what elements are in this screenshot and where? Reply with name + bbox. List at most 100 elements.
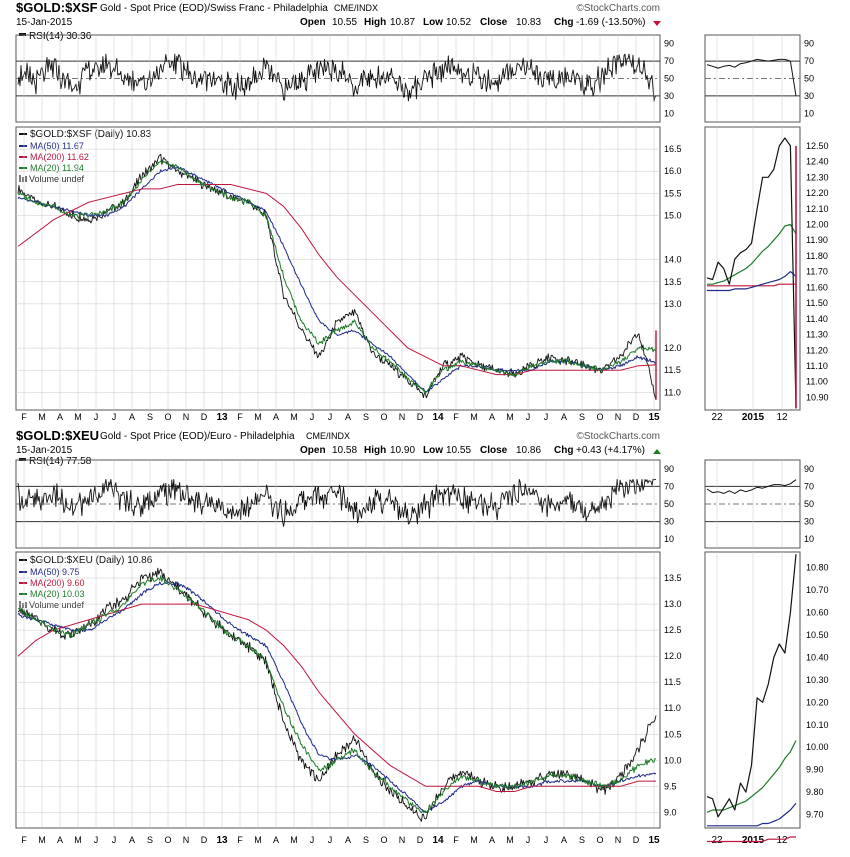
x-tick-label: F	[21, 412, 27, 422]
legend-ma200: MA(200) 9.60	[30, 578, 85, 588]
x-tick-label: M	[38, 412, 46, 422]
zoom-price-y-tick-label: 10.90	[806, 392, 829, 402]
price-y-tick-label: 14.0	[664, 255, 682, 265]
rsi-y-tick-label: 90	[664, 39, 674, 49]
x-tick-label: M	[74, 835, 82, 845]
zoom-price-y-tick-label: 11.70	[806, 267, 828, 277]
x-tick-label: M	[254, 835, 262, 845]
series-line-ma20	[17, 160, 657, 395]
x-tick-label: M	[38, 835, 46, 845]
x-tick-label: D	[201, 835, 208, 845]
chart-marks: 90 90 70 70 50 50 30 30 10 10 16.5 16.0 15.5 15.0 14.0…	[15, 34, 829, 846]
x-tick-label: D	[201, 412, 208, 422]
ma50-swatch	[19, 145, 27, 147]
x-tick-label: D	[633, 412, 640, 422]
chart-1-header: $GOLD:$XSF Gold - Spot Price (EOD)/Swiss…	[16, 0, 661, 28]
price-y-tick-label: 16.0	[664, 166, 682, 176]
rsi-y-tick-label: 30	[664, 517, 674, 527]
x-tick-label: O	[164, 412, 171, 422]
zoom-rsi-line	[706, 58, 797, 96]
x-tick-label: F	[237, 412, 243, 422]
x-tick-label: J	[112, 835, 117, 845]
zoom-price-y-tick-label: 10.30	[806, 675, 829, 685]
x-tick-label: O	[164, 835, 171, 845]
chart-2-date: 15-Jan-2015	[16, 445, 73, 456]
chart-2-exchange: CME/INDX	[306, 431, 350, 441]
x-tick-label: F	[21, 835, 27, 845]
zoom-price-panel-frame	[704, 551, 801, 829]
volume-icon	[19, 175, 21, 182]
chart-2-header: $GOLD:$XEU Gold - Spot Price (EOD)/Euro …	[16, 428, 661, 456]
x-tick-label: F	[237, 835, 243, 845]
ma20-swatch	[19, 167, 27, 169]
price-y-tick-label: 9.5	[664, 781, 677, 791]
price-y-tick-label: 9.0	[664, 807, 677, 817]
zoom-ma200-line	[707, 836, 796, 843]
chart-1-rsi-label: RSI(14) 30.36	[29, 31, 92, 42]
x-tick-label: N	[399, 835, 406, 845]
zoom-rsi-line	[706, 479, 797, 494]
x-tick-label: J	[112, 412, 117, 422]
x-tick-label: A	[273, 412, 279, 422]
price-y-tick-label: 16.5	[664, 144, 682, 154]
legend-price: $GOLD:$XSF (Daily) 10.83	[30, 129, 152, 140]
zoom-x-tick-label: 22	[711, 835, 723, 846]
x-tick-label: 15	[648, 835, 660, 846]
zoom-price-y-tick-label: 10.60	[806, 608, 829, 618]
legend-volume: Volume undef	[29, 174, 85, 184]
price-y-tick-label: 10.5	[664, 729, 682, 739]
zoom-price-y-tick-label: 12.20	[806, 188, 829, 198]
price-y-tick-label: 15.0	[664, 210, 682, 220]
x-tick-label: O	[596, 412, 603, 422]
x-tick-label: J	[94, 835, 99, 845]
rsi-y-tick-label: 90	[664, 464, 674, 474]
zoom-x-tick-label: 12	[776, 835, 788, 846]
x-tick-label: N	[183, 835, 190, 845]
zoom-ma50-line	[707, 802, 797, 827]
credit-1: ©StockCharts.com	[576, 3, 660, 14]
x-tick-label: M	[506, 835, 514, 845]
zoom-price-y-tick-label: 11.50	[806, 298, 828, 308]
legend-ma20: MA(20) 10.03	[30, 589, 85, 599]
x-tick-label: 13	[216, 412, 228, 423]
price-y-tick-label: 13.5	[664, 573, 682, 583]
zoom-rsi-y-tick-label: 30	[804, 517, 814, 527]
zoom-rsi-y-tick-label: 50	[804, 74, 814, 84]
price-swatch	[19, 133, 27, 135]
x-tick-label: N	[183, 412, 190, 422]
legend-ma50: MA(50) 9.75	[30, 567, 80, 577]
zoom-price-y-tick-label: 12.50	[806, 141, 829, 151]
price-swatch	[19, 559, 27, 561]
price-panel-frame	[15, 126, 661, 411]
chart-2: 90 90 70 70 50 50 30 30 10 10 13.5 13.0 12.5 12.0 11.5…	[15, 459, 829, 846]
price-panel-frame	[15, 551, 661, 829]
x-tick-label: A	[129, 412, 135, 422]
legend-ma20: MA(20) 11.94	[30, 163, 84, 173]
zoom-ma20-line	[707, 223, 797, 285]
x-tick-label: 14	[432, 412, 444, 423]
zoom-rsi-y-tick-label: 70	[804, 56, 814, 66]
legend-ma50: MA(50) 11.67	[30, 141, 84, 151]
zoom-x-tick-label: 2015	[742, 835, 765, 846]
x-tick-label: M	[506, 412, 514, 422]
chart-1-exchange: CME/INDX	[334, 3, 378, 13]
zoom-rsi-y-tick-label: 50	[804, 499, 814, 509]
zoom-price-y-tick-label: 11.80	[806, 251, 828, 261]
price-y-tick-label: 12.5	[664, 625, 682, 635]
x-tick-label: A	[273, 835, 279, 845]
chg-down-arrow-icon	[653, 21, 661, 26]
zoom-price-line	[706, 554, 797, 818]
rsi-y-tick-label: 10	[664, 534, 674, 544]
price-y-tick-label: 11.0	[664, 703, 681, 713]
zoom-price-y-tick-label: 11.10	[806, 361, 828, 371]
zoom-rsi-y-tick-label: 90	[804, 39, 814, 49]
zoom-price-y-tick-label: 10.40	[806, 652, 829, 662]
chart-1-description: Gold - Spot Price (EOD)/Swiss Franc - Ph…	[100, 3, 328, 14]
legend-price: $GOLD:$XEU (Daily) 10.86	[30, 555, 153, 566]
zoom-price-y-tick-label: 10.00	[806, 742, 829, 752]
rsi-y-tick-label: 30	[664, 91, 674, 101]
x-tick-label: S	[147, 835, 153, 845]
x-tick-label: S	[147, 412, 153, 422]
zoom-ma50-line	[707, 271, 797, 292]
